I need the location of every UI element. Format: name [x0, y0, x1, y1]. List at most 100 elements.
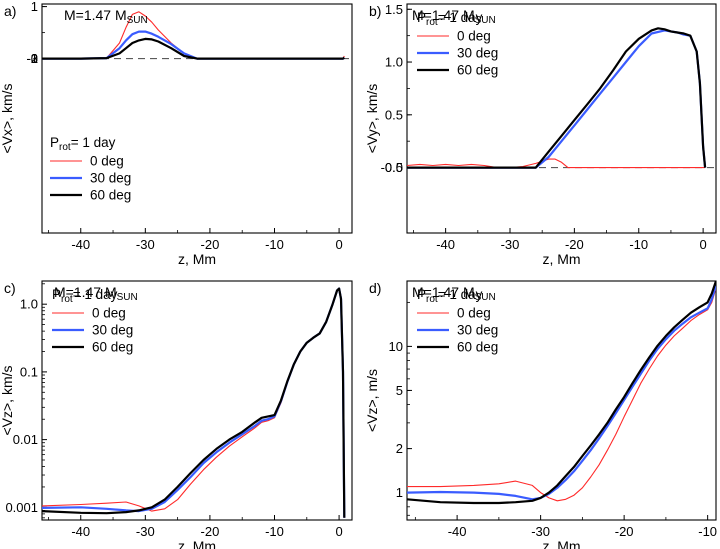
panel-label: a) — [4, 3, 16, 19]
y-axis-label: <Vy>, km/s — [364, 84, 380, 154]
y-tick-label: 0 — [31, 51, 38, 66]
y-tick-label: 5 — [396, 383, 403, 398]
y-tick-label: -2 — [26, 51, 38, 66]
x-tick-label: -40 — [71, 524, 90, 539]
panel-d: -40 -30 -20 -10 10 5 2 1 z, Mm <Vz>, m/s d) M=1.47 … — [364, 280, 717, 549]
x-tick-label: -10 — [265, 237, 284, 252]
x-tick-label: -10 — [698, 524, 717, 539]
legend-title-main: P — [417, 287, 426, 302]
title-main: M=1.47 M — [412, 7, 475, 23]
title-subscript: SUN — [475, 292, 496, 303]
legend-title-main: P — [52, 287, 61, 302]
series-line-30-deg — [407, 285, 716, 501]
legend-title-sub: rot — [426, 17, 438, 28]
legend-entry-label: 30 deg — [92, 323, 133, 338]
legend-entry-label: 30 deg — [457, 323, 498, 338]
legend-title-sub: rot — [59, 142, 71, 153]
x-axis-label: z, Mm — [542, 538, 580, 549]
x-tick-label: 0 — [700, 237, 707, 252]
panel-label: c) — [4, 280, 16, 296]
panel-title: M=1.47 MSUN — [412, 7, 496, 26]
x-tick-label: -10 — [629, 237, 648, 252]
legend: Prot= 1 day 0 deg 30 deg 60 deg — [50, 135, 131, 203]
series-line-30-deg — [407, 29, 707, 169]
y-tick-label: 1 — [396, 485, 403, 500]
legend-entry-label: 60 deg — [92, 340, 133, 355]
x-tick-label: -20 — [201, 524, 220, 539]
legend-title-sub: rot — [426, 294, 438, 305]
plot-frame — [41, 3, 353, 234]
legend-entry-label: 60 deg — [457, 340, 498, 355]
x-tick-label: -10 — [265, 524, 284, 539]
x-tick-label: -30 — [531, 524, 550, 539]
panel-title: M=1.47 MSUN — [54, 284, 138, 303]
y-tick-label: 1.5 — [385, 2, 403, 17]
panel-title: M=1.47 MSUN — [412, 284, 496, 303]
series-line-30-deg — [42, 30, 345, 60]
legend-entry-label: 0 deg — [457, 29, 491, 44]
title-main: M=1.47 M — [412, 284, 475, 300]
series-line-30-deg — [42, 287, 346, 518]
title-main: M=1.47 M — [64, 7, 127, 23]
legend-entry-label: 30 deg — [90, 171, 131, 186]
legend-title-main: P — [417, 10, 426, 25]
plot-frame — [406, 3, 717, 234]
legend-entry-label: 0 deg — [90, 154, 124, 169]
legend-entry-label: 60 deg — [90, 188, 131, 203]
y-tick-label: 1.0 — [385, 55, 403, 70]
y-tick-label: 2 — [396, 441, 403, 456]
y-axis-label: <Vz>, km/s — [0, 365, 15, 435]
y-tick-label: 0.0 — [385, 160, 403, 175]
legend-entry-label: 0 deg — [92, 306, 126, 321]
y-tick-label: 0.001 — [5, 500, 38, 515]
y-tick-label: 0.01 — [13, 432, 38, 447]
legend-title: Prot= 1 day — [417, 287, 483, 305]
y-axis-label: <Vx>, km/s — [0, 83, 15, 153]
legend-entry-label: 30 deg — [457, 46, 498, 61]
title-main: M=1.47 M — [54, 284, 117, 300]
panel-label: b) — [369, 3, 381, 19]
legend-entry-label: 0 deg — [457, 306, 491, 321]
panel-c: -40 -30 -20 -10 0 1.0 0.1 0.01 0.001 z, Mm <Vz>, k… — [0, 280, 353, 549]
panel-title: M=1.47 MSUN — [64, 7, 148, 26]
series-line-60-deg — [42, 287, 346, 518]
series-line-60-deg — [42, 37, 345, 60]
series-line-60-deg — [407, 281, 716, 505]
legend-title-rest: = 1 day — [438, 10, 483, 25]
panel-b: -40 -30 -20 -10 0 1.5 1.0 0.5 0.0-0.5 z, Mm <Vy>, … — [364, 2, 717, 267]
y-tick-label: -1 — [26, 51, 38, 66]
plot-frame — [406, 280, 717, 521]
x-tick-label: 0 — [335, 237, 342, 252]
y-tick-label: 1 — [31, 0, 38, 14]
x-axis-label: z, Mm — [178, 538, 216, 549]
legend: Prot= 1 day 0 deg 30 deg 60 deg — [52, 287, 133, 355]
y-tick-label: 10 — [389, 339, 403, 354]
x-tick-label: -40 — [71, 237, 90, 252]
legend-entry-label: 60 deg — [457, 63, 498, 78]
legend-title-rest: = 1 day — [438, 287, 483, 302]
series-line-0-deg — [407, 288, 716, 502]
legend-title-rest: = 1 day — [71, 135, 116, 150]
title-subscript: SUN — [117, 292, 138, 303]
series-line-0-deg — [407, 158, 706, 169]
y-tick-label: -0.5 — [381, 160, 403, 175]
x-tick-label: -30 — [136, 524, 155, 539]
plot-frame — [41, 280, 353, 521]
legend-title-sub: rot — [61, 294, 73, 305]
x-tick-label: -20 — [565, 237, 584, 252]
y-tick-label: -3 — [26, 51, 38, 66]
legend-title-rest: = 1 day — [73, 287, 118, 302]
x-tick-label: -30 — [501, 237, 520, 252]
legend-title-main: P — [50, 135, 59, 150]
x-tick-label: -20 — [615, 524, 634, 539]
y-tick-label: 1.0 — [20, 297, 38, 312]
y-axis-label: <Vz>, m/s — [364, 369, 380, 432]
y-tick-label: 0.1 — [20, 364, 38, 379]
x-axis-label: z, Mm — [178, 251, 216, 267]
x-tick-label: -40 — [436, 237, 455, 252]
panel-label: d) — [369, 280, 381, 296]
legend-title: Prot= 1 day — [417, 10, 483, 28]
x-tick-label: 0 — [335, 524, 342, 539]
